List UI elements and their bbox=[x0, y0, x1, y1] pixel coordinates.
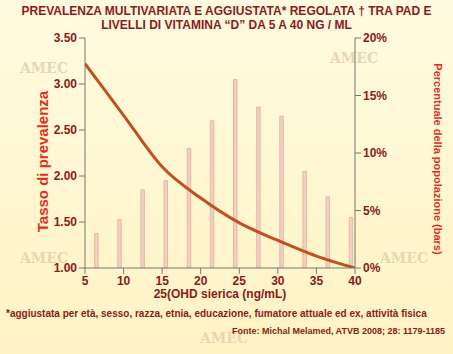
svg-text:40: 40 bbox=[348, 274, 362, 288]
svg-text:30: 30 bbox=[271, 274, 285, 288]
html-text:AMEC: AMEC bbox=[20, 250, 69, 266]
html-text:Tasso di prevalenza: Tasso di prevalenza bbox=[33, 90, 51, 233]
svg-text:15%: 15% bbox=[363, 89, 387, 103]
html-text:PREVALENZA MULTIVARIATA E AGGI: PREVALENZA MULTIVARIATA E AGGIUSTATA* RE… bbox=[21, 4, 432, 32]
svg-text:5%: 5% bbox=[363, 204, 381, 218]
svg-text:5: 5 bbox=[82, 274, 89, 288]
svg-text:3.00: 3.00 bbox=[54, 77, 78, 91]
html-text:25(OHD sierica (ng/mL): 25(OHD sierica (ng/mL) bbox=[153, 287, 287, 301]
svg-text:35: 35 bbox=[310, 274, 324, 288]
svg-text:1.50: 1.50 bbox=[54, 215, 78, 229]
svg-text:20: 20 bbox=[194, 274, 208, 288]
html-text:AMEC: AMEC bbox=[380, 250, 429, 266]
svg-text:15: 15 bbox=[155, 274, 169, 288]
svg-text:20%: 20% bbox=[363, 31, 387, 45]
svg-text:1.00: 1.00 bbox=[54, 261, 78, 275]
svg-text:0%: 0% bbox=[363, 261, 381, 275]
svg-text:10%: 10% bbox=[363, 146, 387, 160]
html-text:AMEC: AMEC bbox=[200, 330, 249, 346]
html-text:AMEC: AMEC bbox=[330, 50, 379, 66]
svg-text:2.50: 2.50 bbox=[54, 123, 78, 137]
html-text:Percentuale della popolazione: Percentuale della popolazione (bars) bbox=[432, 63, 444, 255]
svg-text:2.00: 2.00 bbox=[54, 169, 78, 183]
html-text:AMEC: AMEC bbox=[20, 60, 69, 76]
svg-text:3.50: 3.50 bbox=[54, 31, 78, 45]
svg-text:25: 25 bbox=[233, 274, 247, 288]
html-text:Fonte: Michal Melamed, ATVB 20: Fonte: Michal Melamed, ATVB 2008; 28: 11… bbox=[231, 326, 445, 336]
svg-text:10: 10 bbox=[117, 274, 131, 288]
html-text:*aggiustata per età, sesso, ra: *aggiustata per età, sesso, razza, etnia… bbox=[6, 308, 427, 319]
